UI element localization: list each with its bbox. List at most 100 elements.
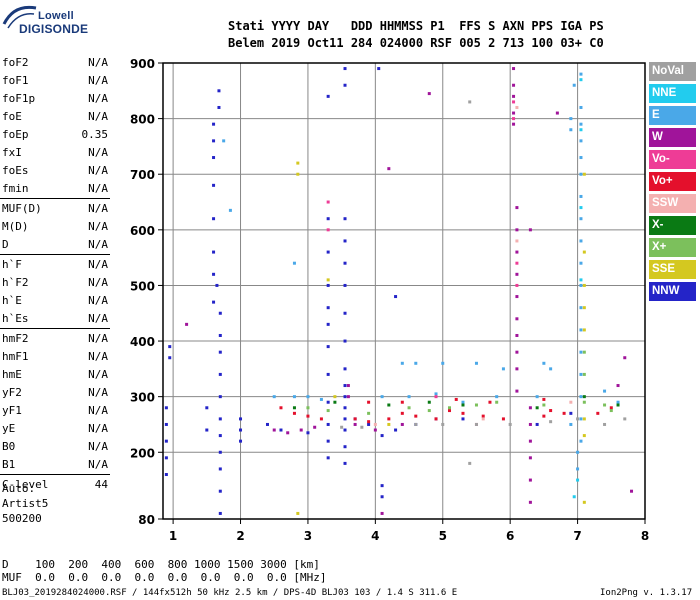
echo-point-nne — [579, 206, 583, 210]
echo-point-e — [380, 395, 384, 399]
param-value: N/A — [88, 202, 108, 215]
legend-item: SSE — [649, 260, 696, 279]
echo-point-noval — [468, 100, 472, 104]
echo-point-e — [569, 128, 573, 132]
echo-point-w — [528, 478, 532, 482]
echo-point-nnw — [343, 461, 347, 465]
echo-point-x — [427, 400, 431, 404]
echo-point-nnw — [168, 356, 172, 360]
param-name: foF2 — [2, 56, 29, 69]
y-tick-label: 500 — [130, 279, 155, 293]
autoscale-version: 500200 — [2, 512, 42, 525]
echo-point-nnw — [212, 139, 216, 143]
echo-point-nne — [579, 278, 583, 282]
x-tick-label: 8 — [641, 529, 649, 543]
y-tick-label: 300 — [130, 391, 155, 405]
echo-point-vo — [319, 417, 323, 421]
echo-point-nnw — [164, 422, 168, 426]
param-name: hmE — [2, 368, 22, 381]
echo-point-e — [579, 122, 583, 126]
echo-point-vo — [454, 397, 458, 401]
echo-point-w — [387, 167, 391, 171]
echo-point-nnw — [212, 300, 216, 304]
echo-point-e — [292, 261, 296, 265]
echo-point-nnw — [377, 67, 381, 71]
echo-point-w — [400, 422, 404, 426]
echo-point-nnw — [326, 439, 330, 443]
echo-point-nnw — [215, 283, 219, 287]
echo-point-nnw — [380, 495, 384, 499]
param-value: N/A — [88, 92, 108, 105]
param-row: foE N/A — [2, 110, 110, 124]
echo-point-x — [326, 409, 330, 413]
echo-point-noval — [549, 420, 553, 424]
echo-point-sse — [333, 395, 337, 399]
param-row: h`F N/A — [2, 258, 110, 272]
echo-point-x — [582, 395, 586, 399]
x-tick-label: 5 — [439, 529, 447, 543]
echo-point-w — [313, 425, 317, 429]
echo-point-w — [528, 406, 532, 410]
echo-point-w — [512, 83, 516, 87]
echo-point-w — [528, 422, 532, 426]
echo-point-x — [535, 406, 539, 410]
header-field-names: Stati YYYY DAY DDD HHMMSS P1 FFS S AXN P… — [228, 19, 604, 33]
echo-point-e — [222, 139, 226, 143]
param-value: N/A — [88, 238, 108, 251]
param-name: foE — [2, 110, 22, 123]
echo-point-vo — [488, 400, 492, 404]
param-row: h`E N/A — [2, 294, 110, 308]
param-name: M(D) — [2, 220, 29, 233]
echo-point-noval — [468, 461, 472, 465]
echo-point-nnw — [343, 395, 347, 399]
echo-point-e — [228, 208, 232, 212]
param-name: foEp — [2, 128, 29, 141]
echo-point-noval — [576, 417, 580, 421]
echo-point-nnw — [164, 473, 168, 477]
echo-point-vo — [481, 414, 485, 418]
echo-point-vo — [461, 411, 465, 415]
param-row: B0 N/A — [2, 440, 110, 454]
echo-point-nnw — [218, 450, 222, 454]
echo-point-nnw — [343, 384, 347, 388]
footer-distance-row: D 100 200 400 600 800 1000 1500 3000 [km… — [2, 558, 320, 571]
echo-point-nnw — [212, 217, 216, 221]
echo-point-vo — [562, 411, 566, 415]
param-separator — [0, 198, 110, 199]
echo-point-w — [630, 489, 634, 493]
echo-point-nnw — [326, 345, 330, 349]
param-row: hmF2 N/A — [2, 332, 110, 346]
echo-point-e — [569, 117, 573, 121]
echo-point-e — [579, 395, 583, 399]
param-row: fmin N/A — [2, 182, 110, 196]
echo-point-nnw — [212, 272, 216, 276]
echo-point-vo — [549, 409, 553, 413]
echo-point-nnw — [343, 339, 347, 343]
echo-point-e — [579, 306, 583, 310]
echo-point-x — [292, 406, 296, 410]
echo-point-x — [448, 406, 452, 410]
echo-point-nnw — [326, 322, 330, 326]
echo-point-e — [319, 397, 323, 401]
y-tick-label: 900 — [130, 57, 155, 71]
echo-point-e — [441, 361, 445, 365]
param-name: h`E — [2, 294, 22, 307]
y-tick-label: 600 — [130, 224, 155, 238]
echo-point-nnw — [212, 122, 216, 126]
echo-point-nne — [579, 78, 583, 82]
echo-point-e — [579, 156, 583, 160]
param-row: foF2 N/A — [2, 56, 110, 70]
echo-point-vo — [596, 411, 600, 415]
echo-point-nnw — [239, 417, 243, 421]
echo-point-nnw — [326, 372, 330, 376]
echo-point-nnw — [343, 417, 347, 421]
echo-point-sse — [387, 422, 391, 426]
echo-point-nnw — [326, 400, 330, 404]
param-row: h`F2 N/A — [2, 276, 110, 290]
echo-point-vo — [367, 400, 371, 404]
param-name: hmF1 — [2, 350, 29, 363]
echo-point-e — [579, 283, 583, 287]
echo-point-nnw — [168, 345, 172, 349]
echo-point-w — [512, 67, 516, 71]
echo-point-nnw — [164, 456, 168, 460]
